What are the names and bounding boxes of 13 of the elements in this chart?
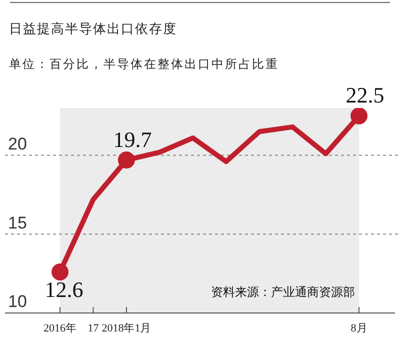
x-tick-label: 8月	[350, 322, 368, 334]
x-tick-label: 2018年1月	[102, 322, 152, 334]
data-label: 19.7	[113, 126, 152, 152]
annotation: 资料来源：产业通商资源部	[211, 285, 355, 300]
chart-subtitle: 单位：百分比，半导体在整体出口中所占比重	[9, 56, 279, 73]
x-tick-label: 2016年	[44, 322, 76, 334]
x-tick-label: 17	[88, 322, 100, 334]
chart-title: 日益提高半导体出口依存度	[9, 21, 177, 38]
data-label: 22.5	[346, 82, 384, 108]
y-tick-label: 20	[8, 134, 27, 154]
data-label: 12.6	[44, 276, 84, 302]
y-tick-label: 15	[8, 213, 27, 232]
y-tick-label: 10	[8, 292, 27, 312]
